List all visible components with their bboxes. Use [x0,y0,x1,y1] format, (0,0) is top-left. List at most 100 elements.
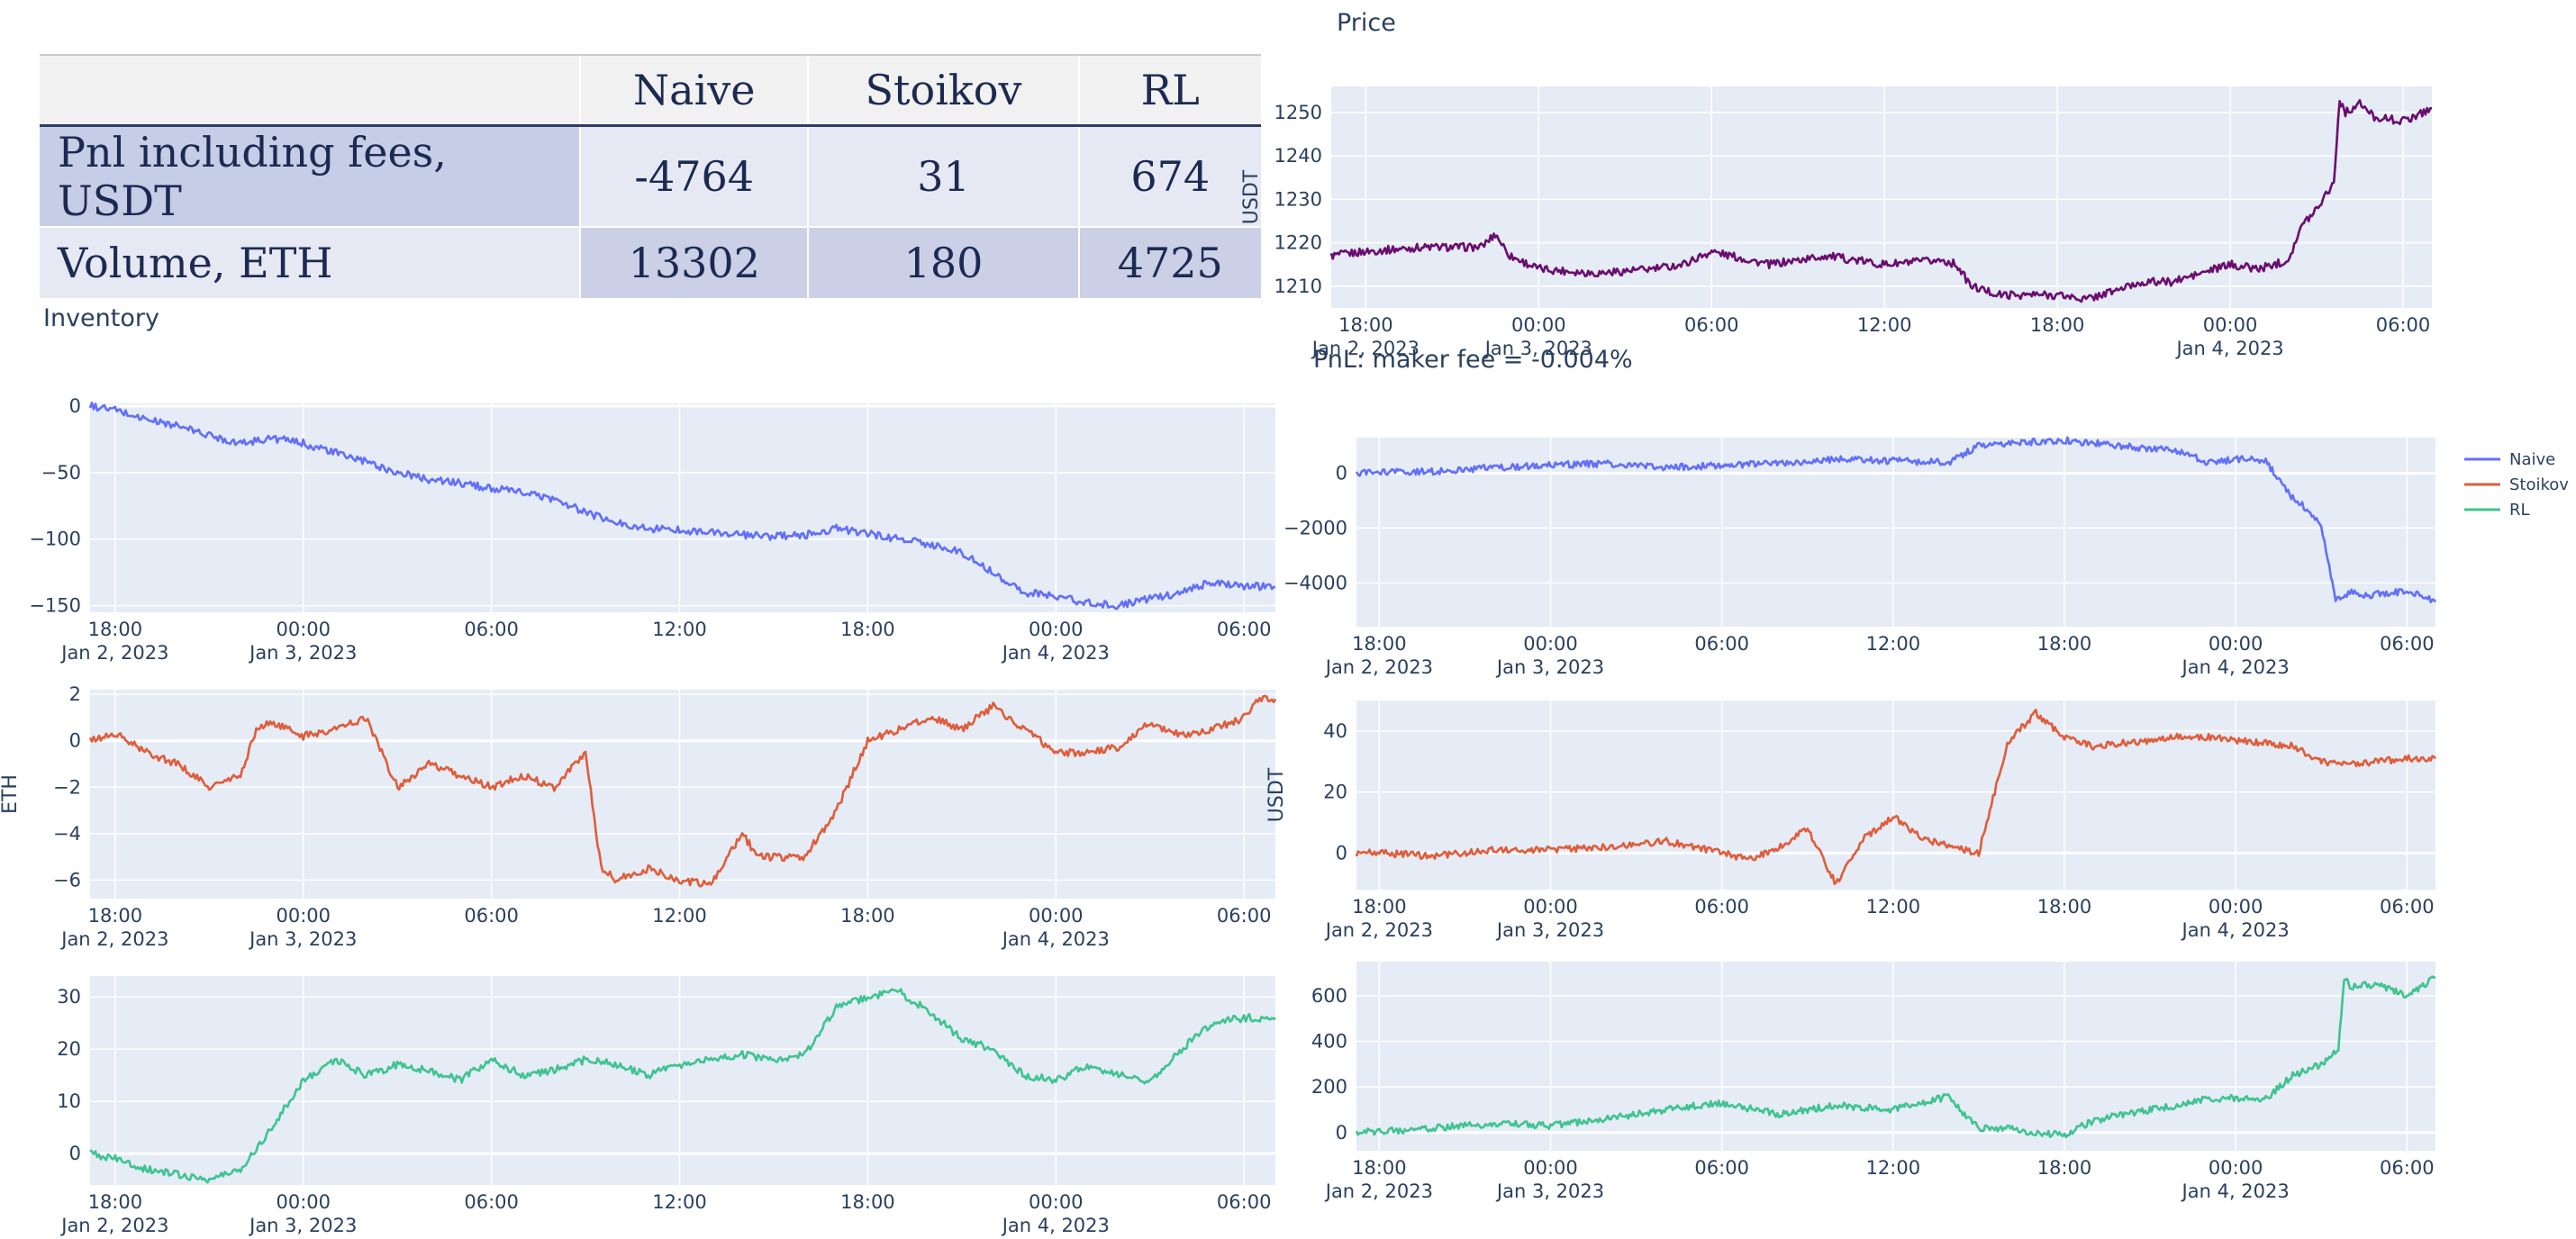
cell-volume-rl: 4725 [1077,227,1261,298]
pnl_naive-xtick-date: Jan 2, 2023 [1324,656,1433,678]
inv_stoikov-xtick-label: 06:00 [1217,905,1272,927]
inv_stoikov-ytick-label: −4 [53,823,81,845]
table-row: Pnl including fees, USDT -4764 31 674 [40,125,1261,228]
pnl_stoikov-xtick-label: 00:00 [1523,896,1578,918]
inv_rl-ytick-label: 20 [57,1038,81,1060]
pnl_rl-xtick-label: 18:00 [2037,1157,2092,1179]
inv_stoikov-xtick-date: Jan 2, 2023 [59,928,168,950]
inv_stoikov-series-line [88,694,1277,888]
inv_rl-plot-area [90,976,1275,1185]
pnl_stoikov-ytick-label: 20 [1323,782,1347,803]
cell-pnl-rl: 674 [1077,125,1261,228]
table-header-stoikov: Stoikov [807,54,1079,127]
inv_naive-ytick-label: −50 [41,462,81,484]
inv_stoikov-xtick-label: 06:00 [464,905,519,927]
inv_stoikov-xtick-label: 00:00 [1029,905,1084,927]
pnl_naive-xtick-label: 18:00 [2037,633,2092,655]
results-table: Naive Stoikov RL Pnl including fees, USD… [40,54,1261,298]
inv_stoikov-ytick-label: −2 [53,776,81,798]
price-plot-area [1331,86,2432,308]
inventory-chart-title: Inventory [43,304,159,332]
pnl_naive-xtick-label: 06:00 [1694,633,1749,655]
inv_rl-xtick-label: 06:00 [464,1191,519,1213]
price-xtick-label: 06:00 [2376,314,2431,336]
pnl_stoikov-xtick-label: 00:00 [2209,896,2263,918]
price-xtick-label: 00:00 [2203,314,2258,336]
pnl_naive-xtick-label: 00:00 [1523,633,1578,655]
inv_rl-xtick-label: 18:00 [88,1191,143,1213]
inv_rl-xtick-label: 18:00 [840,1191,895,1213]
price-xtick-label: 06:00 [1684,314,1739,336]
pnl_naive-xtick-label: 06:00 [2380,633,2435,655]
inv_stoikov-ytick-label: −6 [53,869,81,891]
inv_naive-xtick-label: 06:00 [464,619,519,640]
inv_rl-xtick-date: Jan 4, 2023 [1001,1215,1110,1236]
inv_stoikov-xtick-date: Jan 3, 2023 [248,928,357,950]
price-ytick-label: 1250 [1274,102,1322,123]
pnl_naive-series-line [1355,436,2437,604]
price-xtick-label: 00:00 [1511,314,1566,336]
pnl_stoikov-plot-area [1356,701,2435,890]
price-xtick-date: Jan 4, 2023 [2174,338,2283,359]
inv_rl-series-line [89,988,1276,1184]
inv_naive-xtick-label: 00:00 [276,619,331,640]
inv_naive-xtick-date: Jan 3, 2023 [248,642,357,664]
pnl_rl-xtick-label: 18:00 [1352,1157,1407,1179]
inv_naive-series-line [88,402,1276,610]
inv_rl-xtick-label: 00:00 [1029,1191,1084,1213]
inv_stoikov-ytick-label: 0 [69,730,81,752]
pnl_rl-plot-area [1356,962,2435,1151]
table-row: Volume, ETH 13302 180 4725 [40,227,1261,298]
price-xtick-date: Jan 2, 2023 [1311,338,1420,359]
pnl_naive-xtick-label: 00:00 [2209,633,2263,655]
inv_naive-xtick-date: Jan 2, 2023 [59,642,168,664]
pnl_naive-xtick-label: 18:00 [1352,633,1407,655]
legend-label-rl: RL [2509,501,2530,520]
legend: Naive Stoikov RL [2464,450,2569,520]
table-header-naive: Naive [578,54,809,127]
pnl_rl-xtick-label: 06:00 [2380,1157,2435,1179]
inv_rl-ytick-label: 10 [57,1090,81,1112]
inv_stoikov-xtick-label: 18:00 [840,905,895,927]
price-xtick-date: Jan 3, 2023 [1483,338,1592,359]
pnl_naive-xtick-label: 12:00 [1866,633,1921,655]
table-header-rl: RL [1077,54,1261,127]
inv_rl-xtick-date: Jan 3, 2023 [248,1215,357,1236]
inv_naive-ytick-label: 0 [69,395,81,417]
pnl_stoikov-y-axis-label: USDT [1265,767,1288,822]
pnl_stoikov-xtick-date: Jan 4, 2023 [2181,919,2290,941]
inv_stoikov-plot-area [90,690,1275,899]
pnl_stoikov-xtick-date: Jan 2, 2023 [1324,919,1433,941]
inv_naive-ytick-label: −100 [29,529,81,550]
price-y-axis-label: USDT [1240,169,1263,224]
price-chart-title: Price [1337,9,1396,37]
cell-volume-naive: 13302 [578,227,809,298]
inv_naive-ytick-label: −150 [29,595,81,617]
price-ytick-label: 1210 [1274,276,1322,297]
price-series-line [1329,99,2433,303]
row-label-volume: Volume, ETH [40,227,580,298]
pnl_stoikov-xtick-label: 06:00 [2380,896,2435,918]
pnl_rl-ytick-label: 0 [1336,1122,1347,1144]
pnl_stoikov-ytick-label: 0 [1336,842,1347,864]
pnl_rl-xtick-label: 06:00 [1694,1157,1749,1179]
legend-label-stoikov: Stoikov [2509,475,2569,494]
inv_naive-xtick-label: 06:00 [1217,619,1272,640]
inv_naive-xtick-label: 12:00 [652,619,707,640]
inv_naive-xtick-date: Jan 4, 2023 [1001,642,1110,664]
pnl_stoikov-xtick-label: 12:00 [1866,896,1921,918]
inv_stoikov-xtick-label: 18:00 [88,905,143,927]
inv_rl-ytick-label: 30 [57,986,81,1008]
pnl_naive-xtick-date: Jan 4, 2023 [2181,656,2290,678]
pnl_rl-xtick-date: Jan 2, 2023 [1324,1180,1433,1202]
cell-pnl-stoikov: 31 [807,125,1079,228]
inv_naive-plot-area [90,403,1275,612]
pnl_naive-ytick-label: −4000 [1283,572,1347,593]
